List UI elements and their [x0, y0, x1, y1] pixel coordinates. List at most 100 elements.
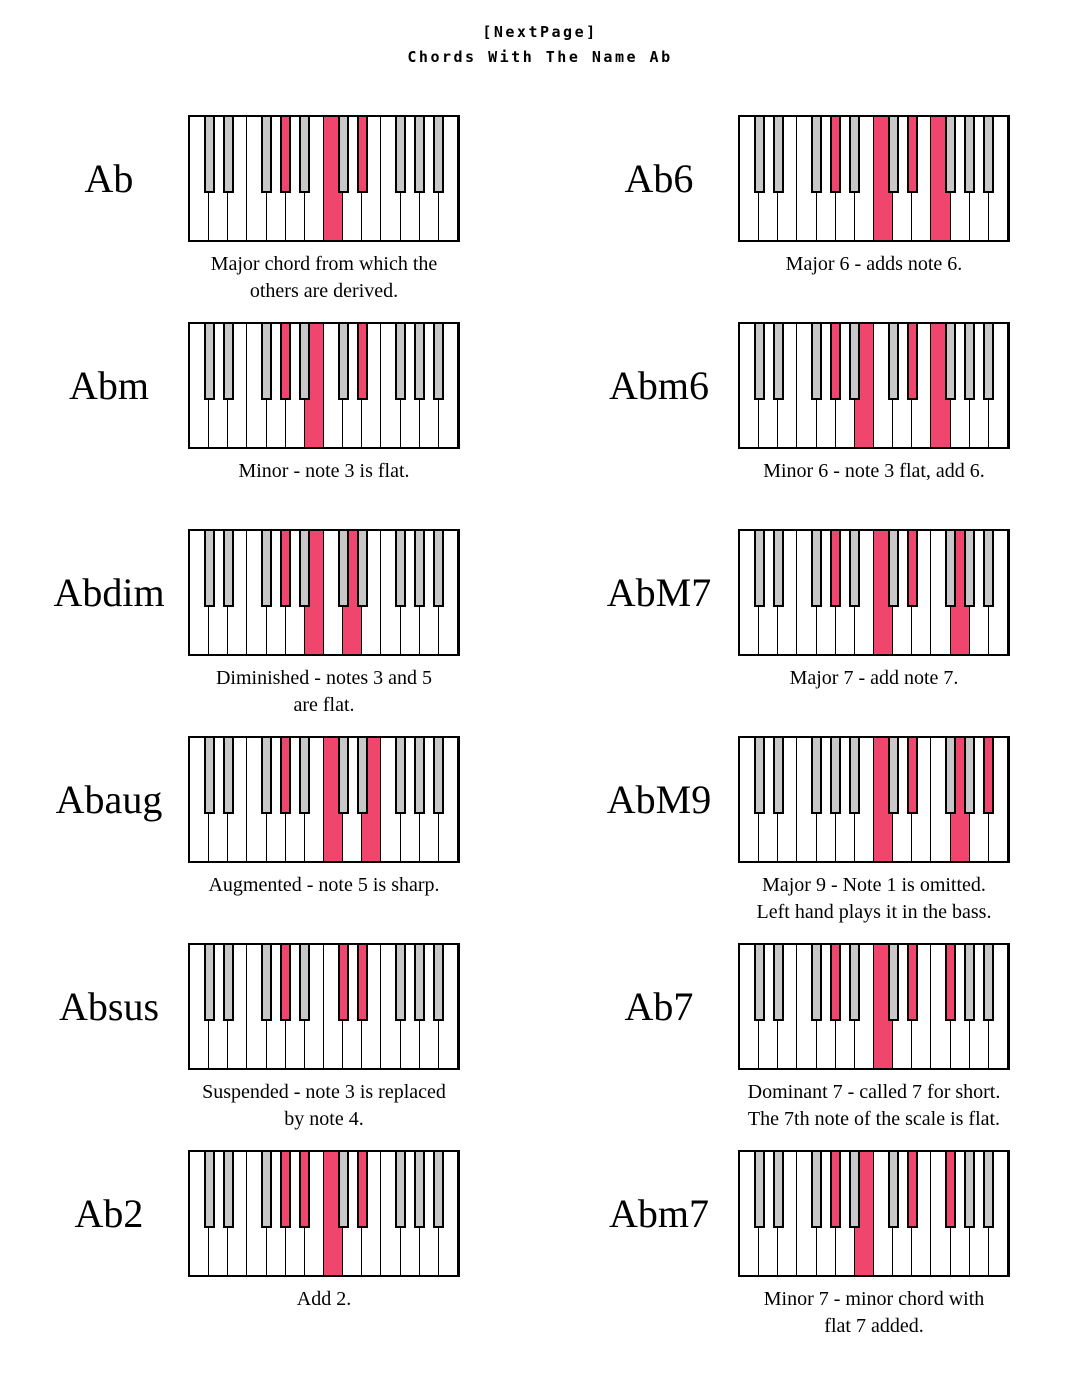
black-key-Gb1 [261, 738, 273, 815]
black-key-Ab1 [280, 531, 292, 608]
black-key-Eb2 [356, 945, 368, 1022]
black-key-Eb1 [772, 117, 784, 194]
chord-block: Ab7 Dominant 7 - called 7 for short. The… [580, 943, 1010, 1150]
black-key-Gb1 [811, 1152, 823, 1229]
chord-diagram: Minor 6 - note 3 flat, add 6. [738, 322, 1010, 485]
black-key-Gb2 [395, 738, 407, 815]
piano-keyboard [738, 529, 1010, 656]
black-key-Gb1 [261, 324, 273, 401]
black-key-Eb1 [222, 1152, 234, 1229]
black-key-Db1 [753, 117, 765, 194]
black-key-Gb2 [395, 324, 407, 401]
black-key-Db1 [753, 945, 765, 1022]
black-key-Eb2 [906, 738, 918, 815]
black-key-Bb1 [299, 324, 311, 401]
chord-description: Add 2. [296, 1288, 352, 1310]
black-key-Db2 [887, 117, 899, 194]
black-key-Eb2 [906, 117, 918, 194]
black-key-Bb2 [433, 945, 445, 1022]
chord-description: Major chord from which the others are de… [210, 253, 438, 302]
black-key-Gb1 [261, 117, 273, 194]
piano-keyboard [188, 322, 460, 449]
chord-grid: Ab Major chord from which the others are… [0, 115, 1080, 1357]
black-key-Ab2 [414, 117, 426, 194]
chord-diagram: Major 6 - adds note 6. [738, 115, 1010, 278]
chord-block: Ab Major chord from which the others are… [30, 115, 460, 322]
black-key-Eb2 [356, 531, 368, 608]
black-key-Gb2 [945, 324, 957, 401]
piano-keyboard [188, 943, 460, 1070]
black-key-Db1 [203, 1152, 215, 1229]
black-key-Eb1 [222, 945, 234, 1022]
black-key-Ab2 [964, 738, 976, 815]
chord-diagram: Add 2. [188, 1150, 460, 1313]
black-key-Ab2 [414, 531, 426, 608]
piano-keyboard [188, 115, 460, 242]
black-key-Gb2 [945, 738, 957, 815]
black-key-Ab2 [964, 531, 976, 608]
black-key-Ab2 [964, 117, 976, 194]
chord-diagram: Major chord from which the others are de… [188, 115, 460, 305]
chord-diagram: Minor - note 3 is flat. [188, 322, 460, 485]
black-key-Eb1 [772, 945, 784, 1022]
black-key-Bb2 [433, 531, 445, 608]
header-tag: [NextPage] [482, 23, 598, 41]
chord-description: Minor 6 - note 3 flat, add 6. [763, 460, 985, 482]
black-key-Bb2 [983, 531, 995, 608]
piano-keyboard [188, 529, 460, 656]
chord-block: Ab2 Add 2. [30, 1150, 460, 1357]
chord-block: Abaug Augmented - note 5 is sharp. [30, 736, 460, 943]
black-key-Eb1 [772, 324, 784, 401]
black-key-Gb2 [395, 1152, 407, 1229]
black-key-Db2 [887, 738, 899, 815]
chord-block: Ab6 Major 6 - adds note 6. [580, 115, 1010, 322]
black-key-Eb2 [356, 324, 368, 401]
black-key-Ab1 [830, 324, 842, 401]
chord-name: Ab6 [624, 156, 694, 201]
black-key-Bb2 [983, 945, 995, 1022]
chord-diagram: Major 9 - Note 1 is omitted. Left hand p… [738, 736, 1010, 926]
chord-description: Minor - note 3 is flat. [238, 460, 410, 482]
black-key-Db2 [337, 1152, 349, 1229]
black-key-Bb1 [299, 945, 311, 1022]
chord-description: Dominant 7 - called 7 for short. The 7th… [747, 1081, 1001, 1130]
chord-block: AbM7 Major 7 - add note 7. [580, 529, 1010, 736]
chord-diagram: Augmented - note 5 is sharp. [188, 736, 460, 899]
chord-description: Major 7 - add note 7. [789, 667, 959, 689]
black-key-Ab2 [964, 945, 976, 1022]
black-key-Gb2 [395, 531, 407, 608]
black-key-Gb1 [811, 738, 823, 815]
black-key-Db2 [337, 531, 349, 608]
black-key-Db1 [753, 531, 765, 608]
black-key-Ab2 [414, 738, 426, 815]
piano-keyboard [738, 1150, 1010, 1277]
black-key-Db1 [203, 945, 215, 1022]
black-key-Gb1 [811, 531, 823, 608]
black-key-Gb2 [945, 945, 957, 1022]
chord-description: Suspended - note 3 is replaced by note 4… [202, 1081, 446, 1130]
black-key-Eb1 [222, 117, 234, 194]
black-key-Db1 [203, 738, 215, 815]
chord-block: Abm Minor - note 3 is flat. [30, 322, 460, 529]
black-key-Bb1 [849, 531, 861, 608]
black-key-Db1 [203, 324, 215, 401]
black-key-Db2 [337, 117, 349, 194]
chord-description: Augmented - note 5 is sharp. [208, 874, 440, 896]
chord-block: Abm6 Minor 6 - note 3 flat, add 6. [580, 322, 1010, 529]
black-key-Ab1 [830, 117, 842, 194]
black-key-Eb1 [222, 531, 234, 608]
page-title: Chords With The Name Ab [407, 48, 673, 66]
black-key-Db1 [753, 1152, 765, 1229]
chord-description: Major 6 - adds note 6. [785, 253, 963, 275]
black-key-Bb2 [433, 1152, 445, 1229]
black-key-Ab1 [280, 1152, 292, 1229]
black-key-Gb2 [945, 531, 957, 608]
black-key-Ab2 [964, 1152, 976, 1229]
piano-keyboard [188, 1150, 460, 1277]
chord-name: Abm6 [609, 363, 709, 408]
black-key-Bb2 [433, 117, 445, 194]
black-key-Ab1 [280, 945, 292, 1022]
chord-name: AbM7 [606, 570, 712, 615]
black-key-Bb1 [849, 324, 861, 401]
black-key-Eb2 [356, 738, 368, 815]
